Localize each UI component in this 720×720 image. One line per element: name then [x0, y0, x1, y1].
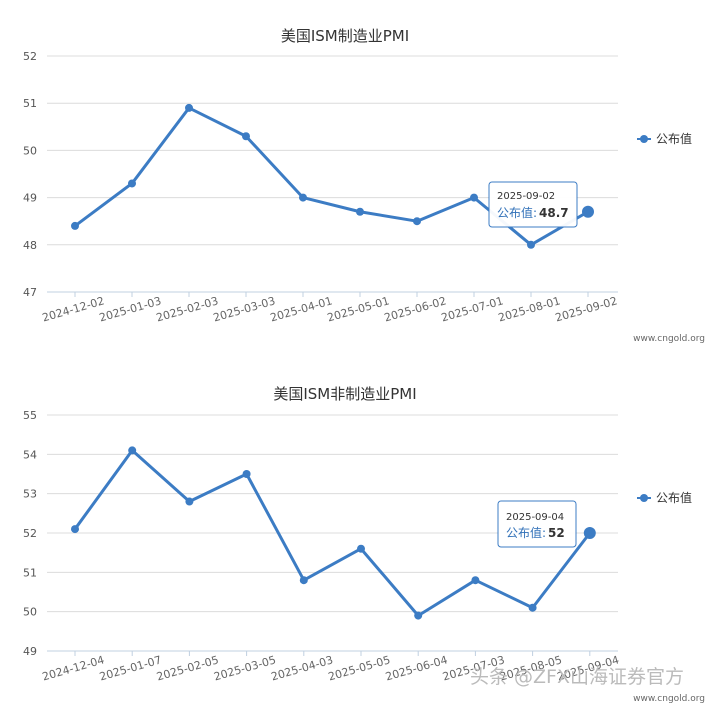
x-tick-label: 2025-05-01: [326, 294, 391, 324]
legend[interactable]: 公布值: [637, 490, 692, 505]
watermark-text: 头条 @ZFX山海证券官方: [470, 666, 684, 688]
data-point: [528, 603, 537, 612]
tooltip-value: 48.7: [539, 206, 569, 220]
x-tick-label: 2025-01-03: [98, 294, 163, 324]
legend-marker-icon: [640, 135, 648, 143]
tooltip: 2025-09-02 公布值: 48.7: [488, 181, 578, 228]
x-tick-label: 2024-12-04: [41, 653, 106, 683]
y-axis-ticks: 49 50 51 52 53 54 55: [23, 409, 37, 658]
data-point: [242, 470, 251, 478]
data-point: [527, 240, 535, 249]
x-tick-label: 2025-02-03: [155, 294, 220, 324]
data-point: [185, 497, 194, 506]
tooltip-box: [488, 181, 578, 228]
data-point: [299, 576, 308, 585]
x-tick-label: 2024-12-02: [41, 294, 106, 324]
tooltip-date: 2025-09-02: [497, 191, 555, 202]
x-tick-label: 2025-06-02: [383, 294, 448, 324]
data-point: [128, 446, 137, 455]
x-tick-label: 2025-03-05: [212, 653, 277, 683]
series-layer: [71, 446, 596, 620]
data-point: [71, 525, 79, 534]
data-point: [470, 193, 478, 202]
y-axis-ticks: 47 48 49 50 51 52: [23, 50, 37, 299]
x-axis-ticks: 2024-12-022025-01-032025-02-032025-03-03…: [41, 292, 619, 325]
data-point: [185, 103, 193, 112]
credit-text: www.cngold.org: [633, 694, 705, 704]
data-point: [128, 179, 136, 188]
legend-label: 公布值: [656, 490, 692, 505]
data-point: [413, 217, 421, 226]
y-tick-label: 50: [23, 144, 37, 157]
y-tick-label: 49: [23, 645, 37, 658]
data-point: [583, 527, 596, 539]
y-tick-label: 51: [23, 566, 37, 579]
x-tick-label: 2025-04-03: [270, 653, 335, 683]
x-tick-label: 2025-07-01: [440, 294, 505, 324]
data-point: [414, 611, 423, 620]
data-point: [356, 207, 364, 216]
x-tick-label: 2025-01-07: [98, 653, 163, 683]
data-point: [471, 576, 480, 585]
grid-lines: [47, 55, 618, 293]
chart-title: 美国ISM非制造业PMI: [273, 385, 416, 403]
data-point: [299, 193, 307, 202]
y-tick-label: 54: [23, 448, 37, 461]
legend-label: 公布值: [656, 131, 692, 146]
y-tick-label: 47: [23, 286, 37, 299]
x-tick-label: 2025-06-04: [384, 653, 449, 683]
y-tick-label: 52: [23, 527, 37, 540]
y-tick-label: 55: [23, 409, 37, 422]
chart-title: 美国ISM制造业PMI: [281, 27, 409, 45]
tooltip: 2025-09-04 公布值: 52: [497, 500, 577, 548]
tooltip-value: 52: [548, 526, 565, 540]
x-tick-label: 2025-04-01: [269, 294, 334, 324]
data-point: [357, 544, 365, 553]
tooltip-label: 公布值:: [506, 525, 546, 540]
x-tick-label: 2025-02-05: [155, 653, 220, 683]
series-line: [73, 448, 591, 618]
y-tick-label: 52: [23, 50, 37, 63]
x-tick-label: 2025-03-03: [212, 294, 277, 324]
tooltip-label: 公布值:: [497, 205, 537, 220]
y-tick-label: 48: [23, 239, 37, 252]
tooltip-date: 2025-09-04: [506, 512, 564, 523]
data-point: [71, 221, 79, 230]
y-tick-label: 49: [23, 192, 37, 205]
x-tick-label: 2025-05-05: [327, 653, 392, 683]
data-point: [242, 132, 250, 141]
grid-lines: [47, 414, 618, 652]
credit-text: www.cngold.org: [633, 334, 705, 344]
y-tick-label: 53: [23, 488, 37, 501]
tooltip-box: [497, 500, 577, 548]
data-point: [582, 205, 594, 218]
x-tick-label: 2025-08-01: [497, 294, 562, 324]
x-tick-label: 2025-09-02: [554, 294, 619, 324]
y-tick-label: 50: [23, 606, 37, 619]
legend-marker-icon: [640, 494, 648, 502]
legend[interactable]: 公布值: [637, 131, 692, 146]
y-tick-label: 51: [23, 97, 37, 110]
